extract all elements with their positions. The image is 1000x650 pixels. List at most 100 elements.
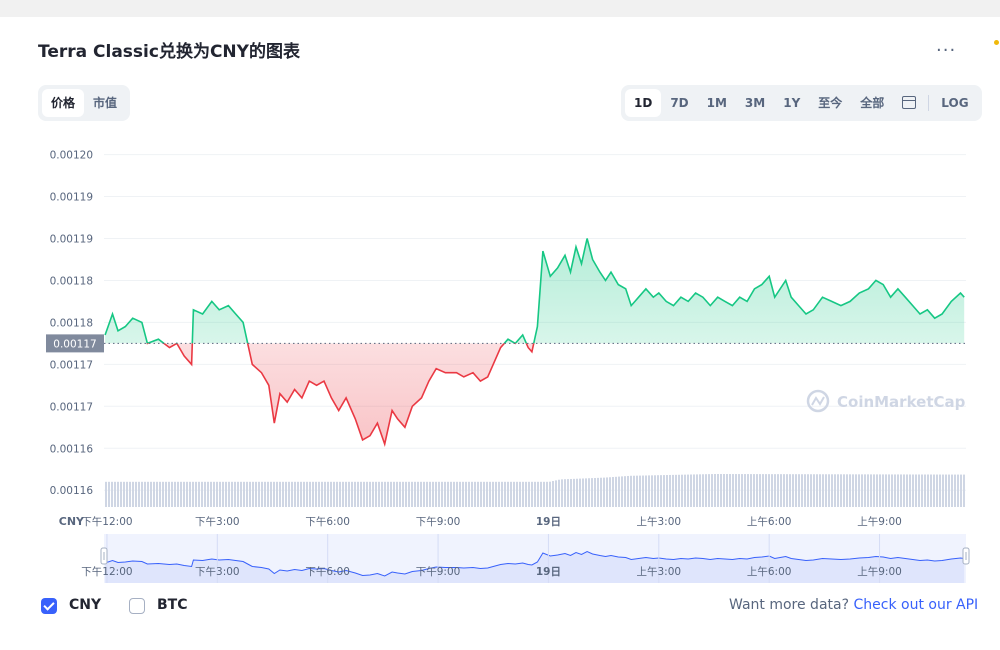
tab-market-cap[interactable]: 市值	[93, 96, 118, 110]
coinmarketcap-logo-icon	[806, 389, 830, 413]
chart-card: Terra Classic兑换为CNY的图表 ... 价格 市值 1D 7D 1…	[0, 17, 1000, 650]
more-options-button[interactable]: ...	[936, 35, 957, 56]
volume-bar	[189, 481, 191, 507]
volume-bar	[471, 481, 473, 507]
cny-checkbox[interactable]	[41, 598, 57, 614]
y-tick-label: 0.00119	[50, 233, 93, 245]
volume-bar	[114, 481, 116, 507]
volume-bar	[426, 481, 428, 507]
volume-bar	[756, 474, 758, 507]
volume-bar	[444, 481, 446, 507]
volume-bar	[342, 481, 344, 507]
volume-bar	[870, 474, 872, 507]
volume-bar	[864, 474, 866, 507]
volume-bar	[792, 474, 794, 507]
range-1y[interactable]: 1Y	[783, 96, 801, 110]
volume-bar	[816, 474, 818, 507]
volume-bar	[834, 474, 836, 507]
volume-bar	[891, 474, 893, 507]
range-all[interactable]: 全部	[860, 96, 885, 110]
volume-bar	[294, 481, 296, 507]
range-ytd[interactable]: 至今	[818, 96, 843, 110]
log-scale-button[interactable]: LOG	[941, 96, 969, 110]
volume-bar	[591, 478, 593, 507]
volume-bar	[315, 481, 317, 507]
volume-bar	[531, 481, 533, 507]
volume-bar	[540, 481, 542, 507]
volume-bar	[639, 475, 641, 507]
price-chart[interactable]: 0.00117 CoinMarketCap 0.00120 0.00119 0.00…	[0, 17, 1000, 650]
volume-bar	[882, 474, 884, 507]
range-1d[interactable]: 1D	[625, 89, 662, 117]
volume-bar	[930, 474, 932, 507]
volume-bar	[318, 481, 320, 507]
y-tick-label: 0.00117	[50, 401, 93, 413]
volume-bar	[705, 474, 707, 507]
volume-bar	[684, 474, 686, 507]
volume-bar	[702, 474, 704, 507]
x-tick-label: 下午6:00	[305, 515, 350, 528]
volume-bar	[768, 474, 770, 507]
volume-bar	[141, 481, 143, 507]
volume-bar	[726, 474, 728, 507]
volume-bar	[567, 479, 569, 507]
volume-bar	[162, 481, 164, 507]
volume-bar	[933, 474, 935, 507]
volume-bar	[183, 481, 185, 507]
volume-bar	[822, 474, 824, 507]
volume-bar	[858, 474, 860, 507]
volume-bar	[951, 474, 953, 507]
volume-bar	[843, 474, 845, 507]
volume-bar	[915, 474, 917, 507]
volume-bar	[912, 474, 914, 507]
volume-bar	[723, 474, 725, 507]
volume-bar	[246, 481, 248, 507]
date-range-button[interactable]	[893, 89, 925, 117]
volume-bar	[147, 481, 149, 507]
volume-bar	[945, 474, 947, 507]
volume-bar	[432, 481, 434, 507]
volume-bar	[216, 481, 218, 507]
volume-bar	[738, 474, 740, 507]
volume-bar	[156, 481, 158, 507]
tab-price[interactable]: 价格	[42, 89, 85, 117]
volume-bar	[387, 481, 389, 507]
volume-bar	[633, 475, 635, 507]
currency-axis-label: CNY	[59, 515, 85, 528]
y-tick-label: 0.00116	[50, 485, 94, 497]
volume-bar	[543, 481, 545, 507]
volume-bar	[825, 474, 827, 507]
volume-bar	[873, 474, 875, 507]
volume-bar	[714, 474, 716, 507]
btc-checkbox[interactable]	[129, 598, 145, 614]
volume-bar	[303, 481, 305, 507]
volume-bar	[468, 481, 470, 507]
volume-bar	[495, 481, 497, 507]
volume-bar	[525, 481, 527, 507]
volume-bar	[192, 481, 194, 507]
volume-bar	[375, 481, 377, 507]
volume-bar	[450, 481, 452, 507]
volume-bar	[282, 481, 284, 507]
volume-bar	[867, 474, 869, 507]
range-7d[interactable]: 7D	[670, 96, 689, 110]
volume-bar	[267, 481, 269, 507]
range-3m[interactable]: 3M	[744, 96, 766, 110]
volume-bar	[324, 481, 326, 507]
volume-bar	[708, 474, 710, 507]
volume-bar	[648, 475, 650, 507]
navigator-tick-label: 上午6:00	[747, 565, 792, 578]
volume-bar	[654, 475, 656, 507]
volume-bar	[828, 474, 830, 507]
volume-bar	[759, 474, 761, 507]
volume-bar	[117, 481, 119, 507]
volume-bar	[963, 474, 965, 507]
range-1m[interactable]: 1M	[706, 96, 727, 110]
y-tick-label: 0.00119	[50, 192, 93, 204]
api-link[interactable]: Check out our API	[853, 597, 979, 613]
volume-bar	[309, 481, 311, 507]
volume-bar	[522, 481, 524, 507]
volume-bar	[270, 481, 272, 507]
volume-bar	[153, 481, 155, 507]
volume-bar	[753, 474, 755, 507]
